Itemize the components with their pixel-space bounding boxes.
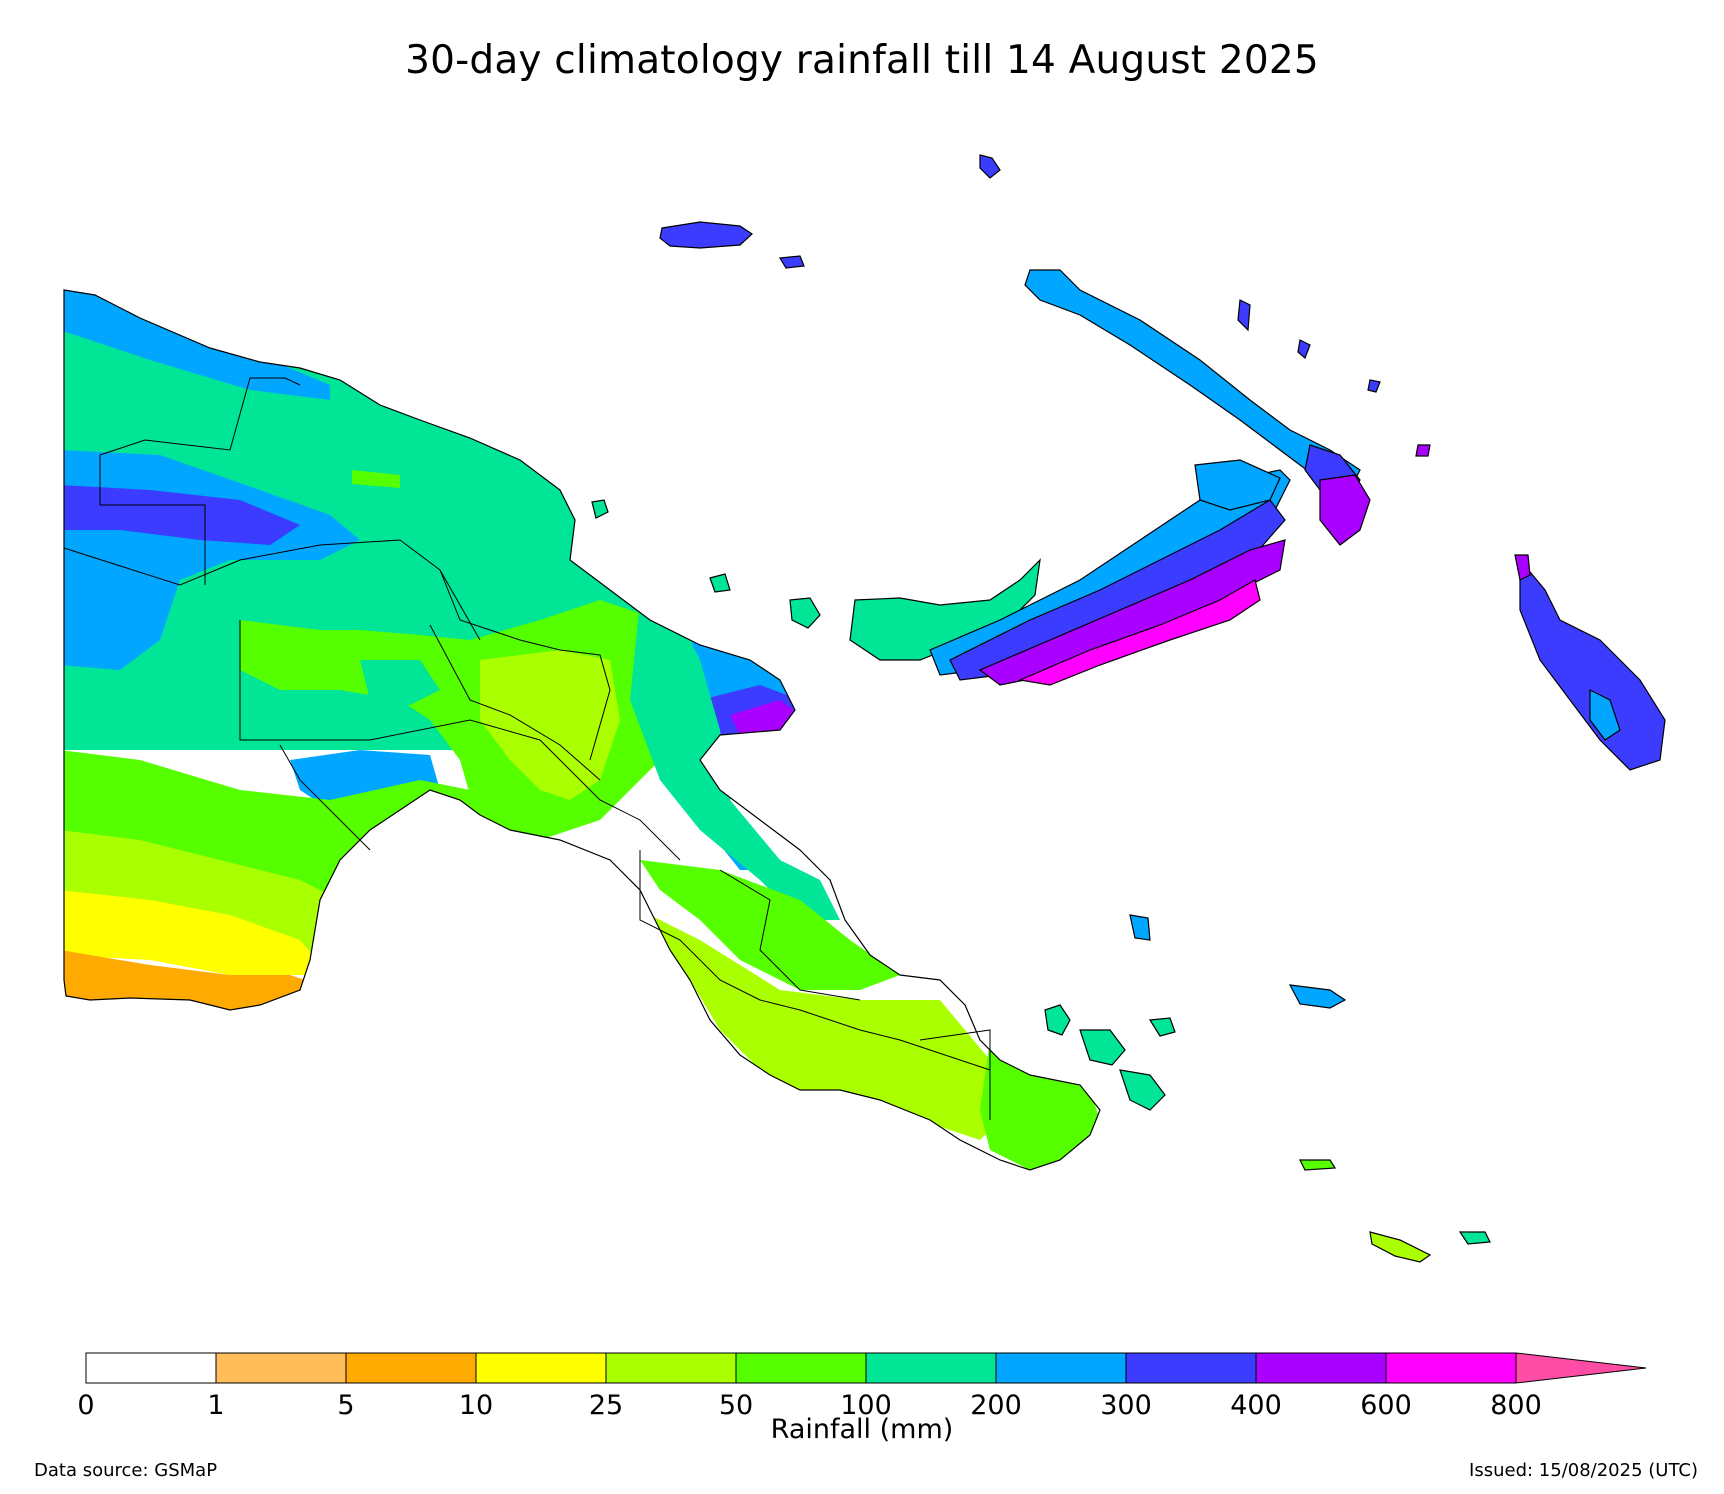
colorbar-tick-label: 300 [1100, 1390, 1152, 1421]
colorbar-segment [735, 1352, 867, 1384]
gazelle-blue [1194, 459, 1281, 511]
trobriand-teal [1148, 1017, 1176, 1037]
highlands-lime [480, 650, 620, 800]
new-britain-magenta [1017, 579, 1261, 686]
colorbar-segment [605, 1352, 737, 1384]
colorbar-tick-label: 10 [459, 1390, 493, 1421]
colorbar-tick-label: 200 [970, 1390, 1022, 1421]
colorbar-extend-arrow [1515, 1352, 1647, 1384]
colorbar: 0 1 5 10 25 50 100 200 300 400 600 800 [77, 1352, 1647, 1421]
colorbar-segment [995, 1352, 1127, 1384]
bougainville-blue [1589, 689, 1621, 741]
tabar-indigo [1297, 339, 1311, 360]
colorbar-tick-label: 0 [77, 1390, 94, 1421]
province-borders [63, 377, 991, 1120]
western-lime [64, 830, 340, 960]
new-britain-teal [849, 558, 1041, 661]
colorbar-segment [345, 1352, 477, 1384]
manus-indigo [659, 221, 753, 249]
colorbar-tick-label: 800 [1490, 1390, 1542, 1421]
milne-bay-green [980, 1040, 1100, 1170]
colorbar-segment [85, 1352, 217, 1384]
karkar-teal [591, 499, 609, 519]
colorbar-segment [475, 1352, 607, 1384]
northern-islet-indigo [979, 154, 1001, 179]
fergusson-teal [1079, 1029, 1126, 1066]
manus-east-indigo [778, 255, 805, 269]
morobe-green [640, 860, 900, 990]
normanby-teal [1119, 1069, 1166, 1111]
islands [591, 154, 1666, 1263]
woodlark-teal-east [1129, 914, 1151, 941]
colorbar-tick-label: 600 [1360, 1390, 1412, 1421]
bougainville-indigo [1519, 558, 1666, 771]
mainland-outline [63, 289, 1101, 1171]
colorbar-segment [865, 1352, 997, 1384]
lihir-indigo [1367, 379, 1381, 393]
woodlark-blue [1288, 984, 1347, 1009]
south-yellow [64, 890, 330, 975]
morobe-teal [630, 600, 840, 920]
colorbar-segment [1255, 1352, 1387, 1384]
colorbar-tick-label: 5 [337, 1390, 354, 1421]
issued-date: Issued: 15/08/2025 (UTC) [1469, 1460, 1698, 1481]
west-indigo-core [64, 485, 300, 545]
colorbar-segment [1385, 1352, 1517, 1384]
data-source-note: Data source: GSMaP [34, 1460, 218, 1481]
mainland-rainfall [64, 290, 1100, 1170]
st-matthias-indigo [1237, 299, 1251, 332]
highlands-teal-patch [360, 660, 440, 705]
papua-lime [620, 900, 1000, 1140]
colorbar-tick-label: 1 [207, 1390, 224, 1421]
umboi-teal [789, 597, 821, 629]
long-island-teal [709, 573, 731, 593]
colorbar-tick-label: 400 [1230, 1390, 1282, 1421]
rossel-teal [1458, 1231, 1491, 1245]
colorbar-segment [215, 1352, 347, 1384]
colorbar-tick-label: 50 [719, 1390, 753, 1421]
colorbar-tick-label: 25 [589, 1390, 623, 1421]
feni-violet [1415, 444, 1431, 457]
colorbar-segment [1125, 1352, 1257, 1384]
goodenough-teal [1044, 1004, 1071, 1036]
sepik-lime-patch [352, 470, 400, 488]
colorbar-tick-label: 100 [840, 1390, 892, 1421]
map-title: 30-day climatology rainfall till 14 Augu… [405, 38, 1319, 83]
misima-green [1299, 1159, 1337, 1171]
south-orange [64, 950, 320, 1010]
buka-violet [1514, 554, 1531, 581]
new-ireland-violet [1319, 474, 1371, 546]
sudest-lime [1369, 1231, 1432, 1263]
colorbar-label: Rainfall (mm) [770, 1414, 954, 1445]
